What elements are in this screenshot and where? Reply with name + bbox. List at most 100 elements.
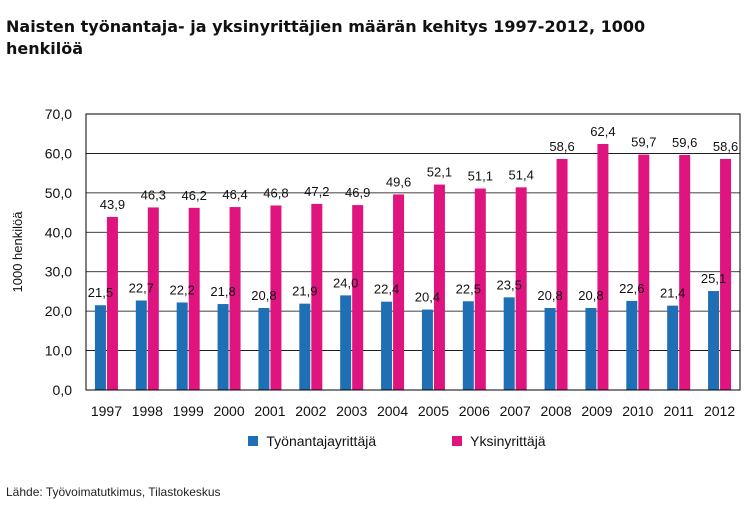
bar-series-1 [585,307,597,390]
bar-series-1 [135,300,147,390]
bar-series-1 [299,303,311,390]
x-tick-label: 2009 [581,403,612,419]
x-tick-label: 2006 [459,403,490,419]
data-label-series-1: 22,2 [170,282,195,297]
data-label-series-2: 46,8 [263,185,288,200]
data-label-series-2: 52,1 [427,165,452,180]
plot-border [85,113,741,391]
bar-series-2 [597,143,609,390]
bar-series-2 [474,188,486,390]
data-label-series-1: 21,8 [210,284,235,299]
bars [94,143,732,390]
bar-series-1 [258,307,270,390]
y-tick-label: 20,0 [45,303,72,319]
bar-series-2 [433,184,445,390]
bar-series-1 [544,307,556,390]
x-tick-label: 1998 [132,403,163,419]
data-label-series-1: 21,5 [88,285,113,300]
x-tick-label: 2002 [295,403,326,419]
bar-series-1 [176,302,188,390]
bar-series-2 [720,158,732,390]
data-label-series-1: 22,7 [129,280,154,295]
data-labels: 21,5 43,9 22,7 46,3 22,2 46,2 21,8 46,4 20,8 46,8… [88,124,738,305]
bar-series-1 [462,301,474,390]
data-label-series-1: 23,5 [497,277,522,292]
data-label-series-1: 20,8 [537,288,562,303]
bar-series-1 [708,291,720,390]
bar-series-1 [94,305,106,390]
bar-series-2 [147,207,159,390]
data-label-series-2: 49,6 [386,174,411,189]
y-tick-label: 30,0 [45,264,72,280]
data-label-series-1: 20,8 [251,288,276,303]
x-tick-label: 2011 [664,403,694,419]
y-tick-label: 60,0 [45,145,72,161]
bar-series-2 [311,203,323,390]
data-label-series-2: 43,9 [100,197,125,212]
legend-item-series-2: Yksinyrittäjä [452,433,546,449]
bar-series-2 [229,207,241,390]
x-tick-label: 2003 [336,403,367,419]
data-label-series-2: 46,3 [141,187,166,202]
y-axis-label: 1000 henkilöä [10,211,25,293]
data-label-series-2: 46,4 [222,187,247,202]
bar-series-1 [381,301,393,390]
data-label-series-1: 22,5 [456,281,481,296]
data-label-series-1: 20,8 [578,288,603,303]
y-tick-label: 10,0 [45,343,72,359]
bar-series-2 [106,216,118,390]
data-label-series-2: 46,9 [345,185,370,200]
x-tick-label: 2012 [704,403,735,419]
bar-series-2 [393,194,405,390]
bar-series-2 [515,187,527,390]
x-tick-label: 1999 [173,403,204,419]
legend-item-series-1: Työnantajayrittäjä [248,433,376,449]
x-tick-label: 2007 [500,403,531,419]
data-label-series-2: 58,6 [713,139,738,154]
bar-series-1 [503,297,515,390]
data-label-series-1: 22,6 [619,281,644,296]
axes: 0,0 10,0 20,0 30,0 40,0 50,0 60,0 70,0 1000 henk… [10,106,741,419]
data-label-series-1: 25,1 [701,271,726,286]
data-label-series-1: 21,4 [660,286,685,301]
bar-series-2 [679,155,691,390]
chart-title: Naisten työnantaja- ja yksinyrittäjien m… [6,17,646,58]
x-tick-label: 2005 [418,403,449,419]
source-note: Lähde: Työvoimatutkimus, Tilastokeskus [6,485,221,499]
y-tick-label: 0,0 [53,382,73,398]
bar-series-1 [626,300,638,390]
x-tick-label: 2004 [377,403,408,419]
data-label-series-2: 59,6 [672,135,697,150]
x-tick-label: 2000 [213,403,244,419]
data-label-series-2: 46,2 [182,188,207,203]
bar-series-2 [270,205,282,390]
data-label-series-2: 51,4 [509,167,534,182]
y-tick-label: 70,0 [45,106,72,122]
legend-label-series-1: Työnantajayrittäjä [266,433,377,449]
bar-series-2 [188,207,200,390]
data-label-series-2: 51,1 [468,169,493,184]
bar-series-2 [352,205,364,390]
x-tick-label: 2010 [622,403,653,419]
bar-series-1 [667,305,679,390]
bar-series-1 [340,295,352,390]
bar-series-2 [638,154,650,390]
data-label-series-2: 58,6 [549,139,574,154]
bar-series-1 [217,304,229,390]
legend-label-series-2: Yksinyrittäjä [470,433,546,449]
data-label-series-2: 47,2 [304,184,329,199]
data-label-series-1: 24,0 [333,275,358,290]
x-tick-label: 1997 [91,403,122,419]
x-tick-label: 2001 [254,403,285,419]
data-label-series-1: 20,4 [415,290,440,305]
bar-series-1 [421,309,433,390]
legend-swatch-series-2 [452,436,463,446]
x-tick-label: 2008 [540,403,571,419]
bar-series-2 [556,158,568,390]
legend-swatch-series-1 [248,436,259,446]
y-tick-label: 40,0 [45,224,72,240]
legend: Työnantajayrittäjä Yksinyrittäjä [0,433,754,449]
data-label-series-1: 22,4 [374,282,399,297]
data-label-series-2: 59,7 [631,135,656,150]
